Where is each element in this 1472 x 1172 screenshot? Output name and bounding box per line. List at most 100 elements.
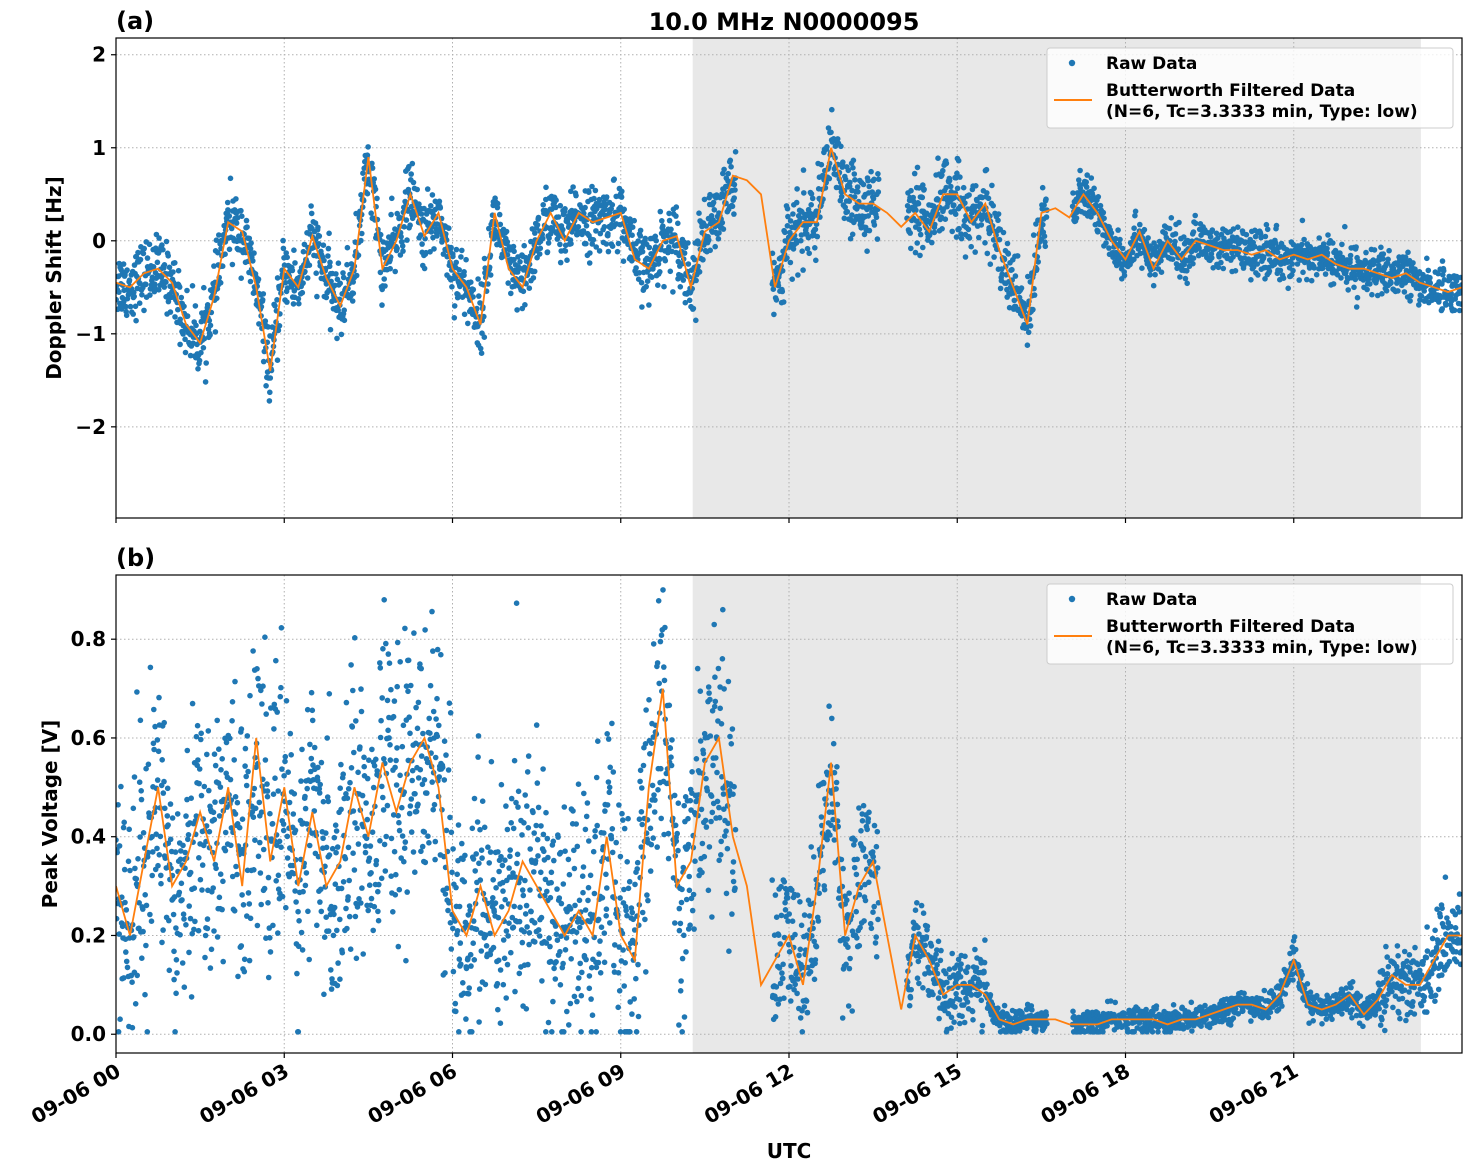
raw-data-point [532, 858, 539, 864]
raw-data-point [521, 820, 527, 826]
raw-data-point [1209, 227, 1216, 233]
raw-data-point [232, 794, 239, 800]
raw-data-point [520, 892, 527, 899]
raw-data-point [396, 827, 403, 834]
raw-data-point [486, 860, 493, 866]
raw-data-point [917, 252, 923, 259]
raw-data-point [655, 261, 662, 267]
raw-data-point [603, 241, 610, 247]
raw-data-point [228, 842, 234, 849]
raw-data-point [478, 948, 485, 954]
raw-data-point [429, 192, 436, 198]
raw-data-point [546, 235, 552, 241]
raw-data-point [1158, 257, 1164, 264]
raw-data-point [714, 798, 721, 805]
raw-data-point [699, 869, 705, 876]
raw-data-point [966, 192, 972, 198]
raw-data-point [326, 263, 333, 270]
raw-data-point [712, 243, 718, 250]
raw-data-point [496, 868, 502, 875]
raw-data-point [412, 869, 418, 875]
raw-data-point [271, 701, 278, 708]
raw-data-point [626, 878, 633, 885]
raw-data-point [713, 755, 719, 761]
raw-data-point [907, 230, 913, 236]
raw-data-point [679, 1029, 685, 1035]
raw-data-point [1325, 232, 1331, 238]
raw-data-point [551, 857, 557, 864]
raw-data-point [577, 960, 583, 967]
raw-data-point [126, 277, 133, 284]
raw-data-point [716, 814, 723, 821]
raw-data-point [229, 718, 235, 724]
raw-data-point [679, 955, 686, 962]
raw-data-point [729, 911, 735, 917]
raw-data-point [851, 194, 858, 200]
raw-data-point [295, 1029, 302, 1035]
raw-data-point [1116, 241, 1123, 247]
raw-data-point [1218, 259, 1224, 266]
raw-data-point [391, 848, 398, 855]
raw-data-point [544, 888, 550, 895]
raw-data-point [457, 940, 464, 946]
raw-data-point [784, 895, 791, 901]
raw-data-point [1408, 292, 1414, 299]
raw-data-point [553, 204, 559, 211]
raw-data-point [334, 844, 341, 850]
raw-data-point [700, 257, 706, 263]
raw-data-point [401, 224, 408, 230]
raw-data-point [1299, 241, 1305, 248]
raw-data-point [1424, 255, 1430, 262]
raw-data-point [675, 847, 681, 854]
raw-data-point [362, 843, 369, 849]
raw-data-point [1095, 228, 1101, 235]
raw-data-point [284, 855, 291, 861]
raw-data-point [359, 230, 365, 237]
raw-data-point [640, 762, 647, 769]
raw-data-point [260, 683, 266, 689]
raw-data-point [617, 895, 623, 901]
raw-data-point [543, 184, 549, 191]
raw-data-point [462, 852, 468, 859]
raw-data-point [593, 964, 600, 971]
raw-data-point [364, 816, 371, 823]
raw-data-point [149, 833, 155, 840]
raw-data-point [280, 821, 287, 827]
raw-data-point [136, 300, 143, 307]
raw-data-point [510, 243, 517, 250]
raw-data-point [184, 747, 191, 754]
raw-data-point [491, 908, 498, 915]
raw-data-point [598, 924, 605, 930]
raw-data-point [434, 221, 440, 227]
raw-data-point [519, 887, 526, 893]
raw-data-point [318, 908, 325, 915]
raw-data-point [476, 986, 483, 992]
raw-data-point [339, 949, 346, 956]
legend-filtered-params: (N=6, Tc=3.3333 min, Type: low) [1106, 102, 1418, 122]
raw-data-point [181, 303, 187, 310]
raw-data-point [161, 284, 168, 290]
raw-data-point [386, 234, 392, 240]
raw-data-point [812, 226, 819, 233]
raw-data-point [160, 246, 166, 253]
raw-data-point [116, 1029, 122, 1035]
raw-data-point [601, 224, 608, 230]
raw-data-point [180, 331, 186, 337]
raw-data-point [401, 858, 407, 865]
raw-data-point [525, 825, 532, 831]
raw-data-point [668, 754, 674, 760]
raw-data-point [661, 664, 667, 670]
raw-data-point [809, 195, 816, 202]
raw-data-point [958, 235, 965, 242]
raw-data-point [604, 885, 610, 891]
raw-data-point [545, 854, 551, 861]
raw-data-point [825, 125, 832, 131]
raw-data-point [204, 916, 211, 922]
raw-data-point [154, 259, 161, 266]
raw-data-point [680, 864, 687, 871]
raw-data-point [131, 774, 138, 780]
raw-data-point [388, 686, 394, 693]
raw-data-point [372, 186, 379, 193]
raw-data-point [497, 967, 504, 973]
raw-data-point [1435, 270, 1441, 277]
